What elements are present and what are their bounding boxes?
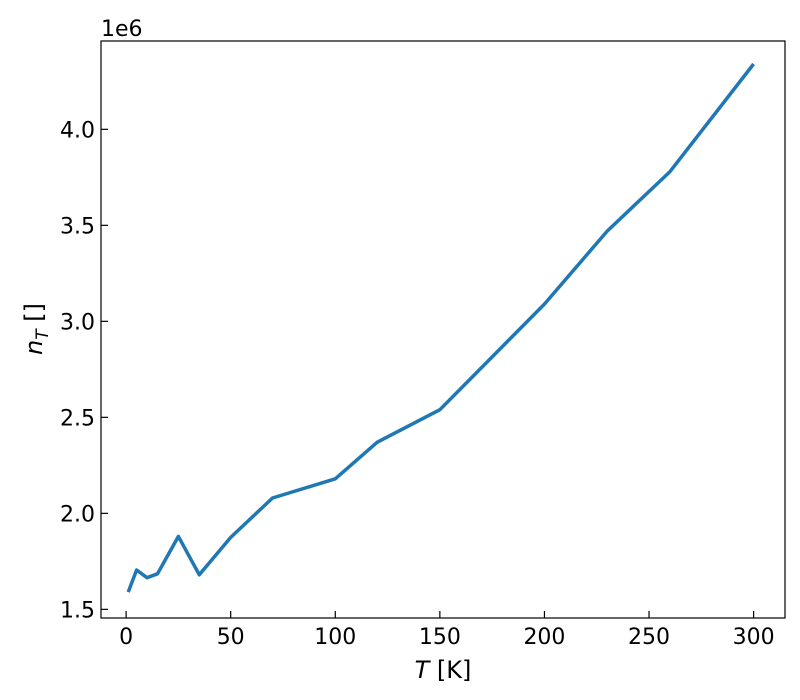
x-axis-ticks: 0 50 100 150 200 250 300 [119,611,775,650]
x-axis-label: T [K] [415,656,472,684]
plot-area [100,40,786,619]
y-axis-label-subscript: T [33,328,53,340]
y-tick-label: 3.0 [60,310,95,335]
y-axis-label: nT [] [20,303,53,355]
x-tick-label: 100 [314,625,356,650]
x-tick-label: 250 [628,625,670,650]
y-axis-label-unit: [] [20,303,48,329]
x-tick-label: 300 [733,625,775,650]
x-tick-label: 200 [523,625,565,650]
x-axis-label-symbol: T [415,656,432,684]
y-tick-label: 4.0 [60,118,95,143]
x-tick-label: 0 [119,625,133,650]
y-axis-ticks: 1.5 2.0 2.5 3.0 3.5 4.0 [60,118,108,623]
y-tick-label: 3.5 [60,214,95,239]
x-tick-label: 50 [217,625,245,650]
series-line [126,62,755,593]
x-axis-label-unit: [K] [429,656,471,684]
y-tick-label: 2.5 [60,406,95,431]
y-axis-label-symbol: n [20,340,48,355]
x-tick-label: 150 [419,625,461,650]
y-tick-label: 2.0 [60,502,95,527]
y-offset-label: 1e6 [101,17,143,42]
y-tick-label: 1.5 [60,598,95,623]
